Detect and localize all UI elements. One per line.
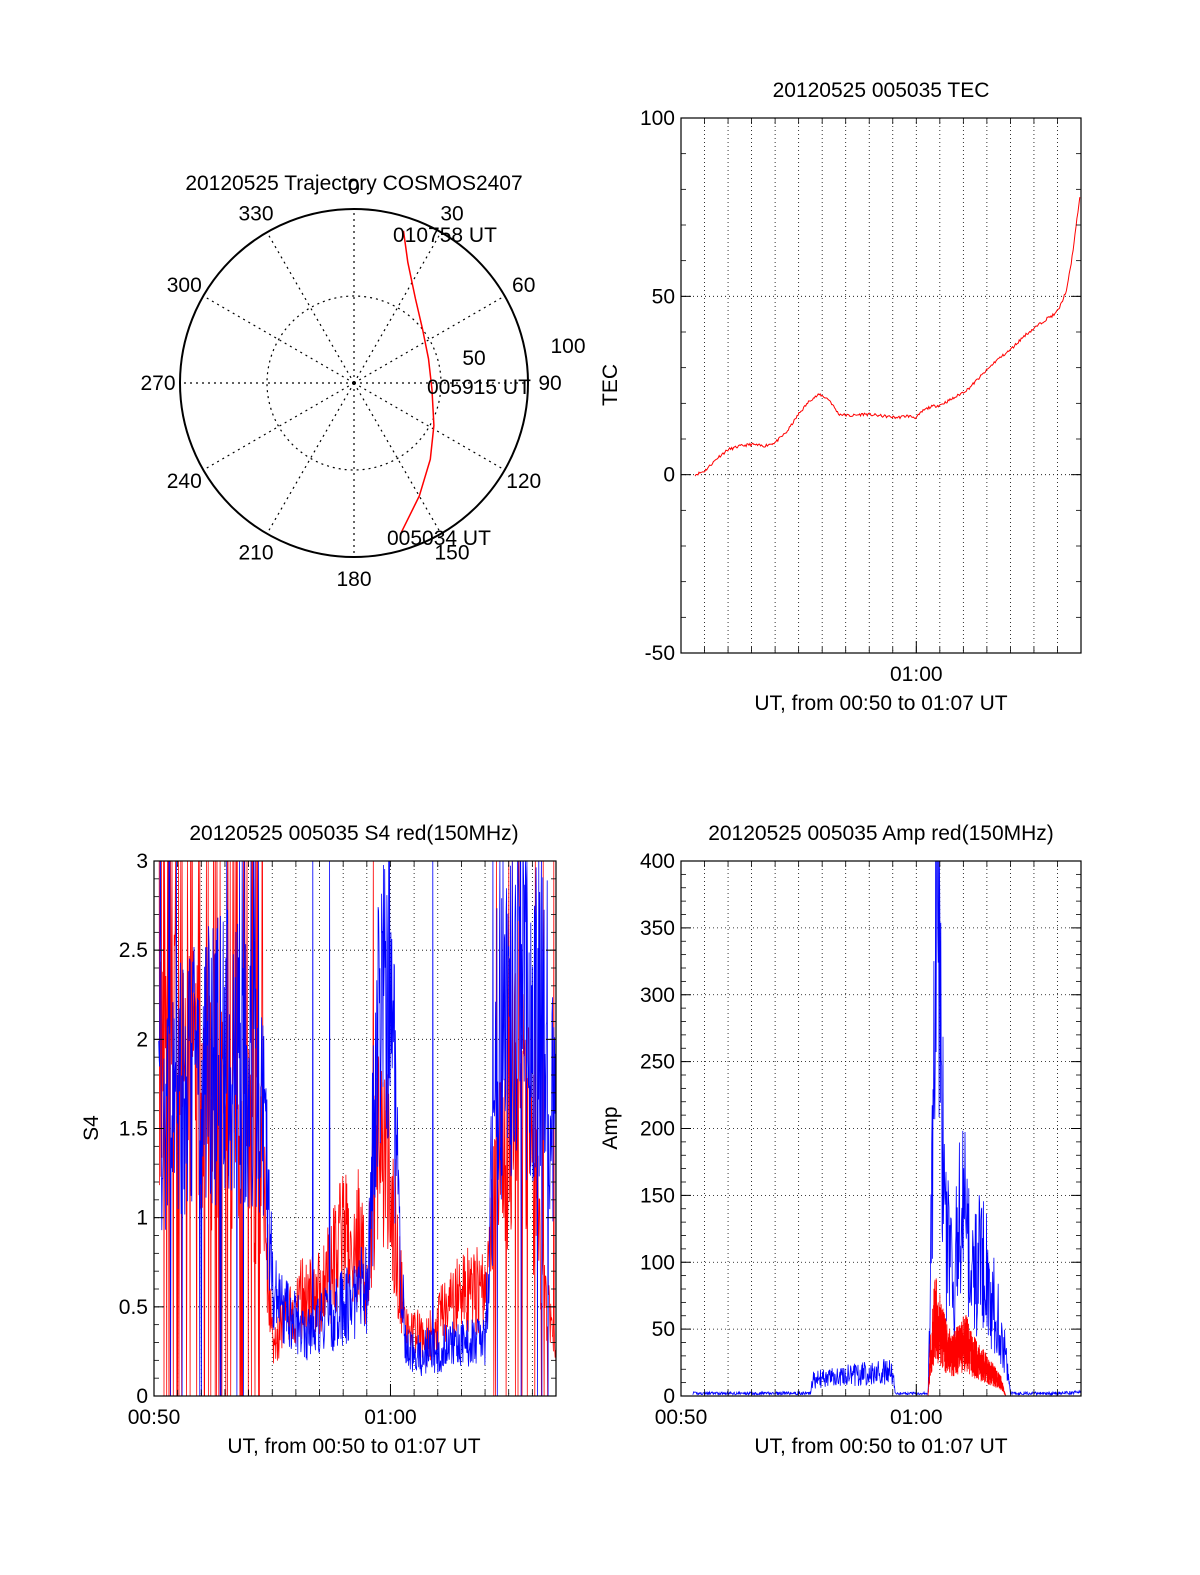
azimuth-label: 210 xyxy=(238,542,273,565)
series-line xyxy=(692,860,1082,1397)
amp-ylabel: Amp xyxy=(599,1106,622,1149)
y-tick-label: 2.5 xyxy=(119,939,148,962)
y-tick-label: 3 xyxy=(136,850,148,873)
y-tick-label: 100 xyxy=(640,1251,675,1274)
polar-grid xyxy=(179,208,529,558)
polar-spoke xyxy=(203,382,355,471)
y-tick-label: 400 xyxy=(640,850,675,873)
polar-title: 20120525 Trajectory COSMOS2407 xyxy=(185,172,522,195)
y-tick-label: 2 xyxy=(136,1028,148,1051)
amp-title: 20120525 005035 Amp red(150MHz) xyxy=(708,822,1054,845)
trajectory-group xyxy=(399,230,435,535)
azimuth-label: 60 xyxy=(512,274,535,297)
polar-spoke xyxy=(353,295,505,384)
azimuth-label: 30 xyxy=(440,202,463,225)
polar-spoke xyxy=(353,232,442,384)
y-tick-label: -50 xyxy=(645,642,675,665)
radial-label: 100 xyxy=(550,335,585,358)
s4-ylabel: S4 xyxy=(80,1115,103,1141)
series-line xyxy=(694,197,1081,477)
polar-ring-50 xyxy=(266,295,442,471)
x-tick-label: 00:50 xyxy=(128,1406,181,1429)
start-time-label: 005034 UT xyxy=(387,527,491,550)
polar-trajectory-panel: 20120525 Trajectory COSMOS2407 0 30 60 90 12… xyxy=(140,172,585,591)
amp-xlabel: UT, from 00:50 to 01:07 UT xyxy=(754,1435,1007,1458)
s4-title: 20120525 005035 S4 red(150MHz) xyxy=(189,822,518,845)
tec-title: 20120525 005035 TEC xyxy=(773,79,990,102)
y-tick-label: 350 xyxy=(640,917,675,940)
end-time-label: 010758 UT xyxy=(393,224,497,247)
x-tick-label: 01:00 xyxy=(364,1406,417,1429)
y-tick-label: 200 xyxy=(640,1118,675,1141)
polar-labels: 0 30 60 90 120 150 180 210 240 270 300 330 50 100 xyxy=(140,176,585,591)
y-tick-label: 100 xyxy=(640,107,675,130)
s4-plot-area: 0 0.5 1 1.5 2 2.5 3 00:50 01:00 xyxy=(119,850,557,1429)
azimuth-label: 330 xyxy=(238,202,273,225)
amp-panel: 20120525 005035 Amp red(150MHz) 0 50 100 15… xyxy=(599,822,1082,1458)
polar-outer-circle xyxy=(179,208,529,558)
polar-spoke xyxy=(266,232,355,384)
y-tick-label: 0 xyxy=(663,464,675,487)
y-tick-label: 0.5 xyxy=(119,1296,148,1319)
radial-label: 50 xyxy=(462,347,485,370)
azimuth-label: 180 xyxy=(336,568,371,591)
series-line xyxy=(927,1278,1006,1397)
y-tick-label: 0 xyxy=(663,1385,675,1408)
polar-spoke xyxy=(203,295,355,384)
azimuth-label: 270 xyxy=(140,372,175,395)
tec-plot-area: -50 0 50 100 01:00 xyxy=(640,107,1082,686)
y-tick-label: 1.5 xyxy=(119,1118,148,1141)
series-line xyxy=(158,860,557,1397)
y-tick-label: 300 xyxy=(640,984,675,1007)
azimuth-label: 240 xyxy=(167,470,202,493)
azimuth-label: 300 xyxy=(167,274,202,297)
tec-panel: 20120525 005035 TEC -50 0 50 100 01:00 UT, f… xyxy=(599,79,1082,715)
x-tick-label: 01:00 xyxy=(890,663,943,686)
y-tick-label: 0 xyxy=(136,1385,148,1408)
y-tick-label: 50 xyxy=(652,285,675,308)
x-tick-label: 00:50 xyxy=(655,1406,708,1429)
polar-spoke xyxy=(353,382,442,534)
azimuth-label: 120 xyxy=(506,470,541,493)
s4-panel: 20120525 005035 S4 red(150MHz) 0 0.5 1 1.5 2… xyxy=(80,822,557,1458)
azimuth-label: 0 xyxy=(348,176,360,199)
tec-xlabel: UT, from 00:50 to 01:07 UT xyxy=(754,692,1007,715)
azimuth-label: 150 xyxy=(434,542,469,565)
y-tick-label: 50 xyxy=(652,1318,675,1341)
polar-spoke xyxy=(266,382,355,534)
x-tick-label: 01:00 xyxy=(890,1406,943,1429)
plot-frame xyxy=(680,117,1082,654)
y-tick-label: 1 xyxy=(136,1207,148,1230)
s4-xlabel: UT, from 00:50 to 01:07 UT xyxy=(227,1435,480,1458)
azimuth-label: 90 xyxy=(538,372,561,395)
y-tick-label: 150 xyxy=(640,1184,675,1207)
trajectory-line xyxy=(399,230,435,535)
mid-time-label: 005915 UT xyxy=(427,376,531,399)
tec-ylabel: TEC xyxy=(599,364,622,406)
polar-spoke xyxy=(353,382,505,471)
amp-plot-area: 0 50 100 150 200 250 300 350 400 00:50 01:00 xyxy=(640,850,1082,1429)
y-tick-label: 250 xyxy=(640,1051,675,1074)
